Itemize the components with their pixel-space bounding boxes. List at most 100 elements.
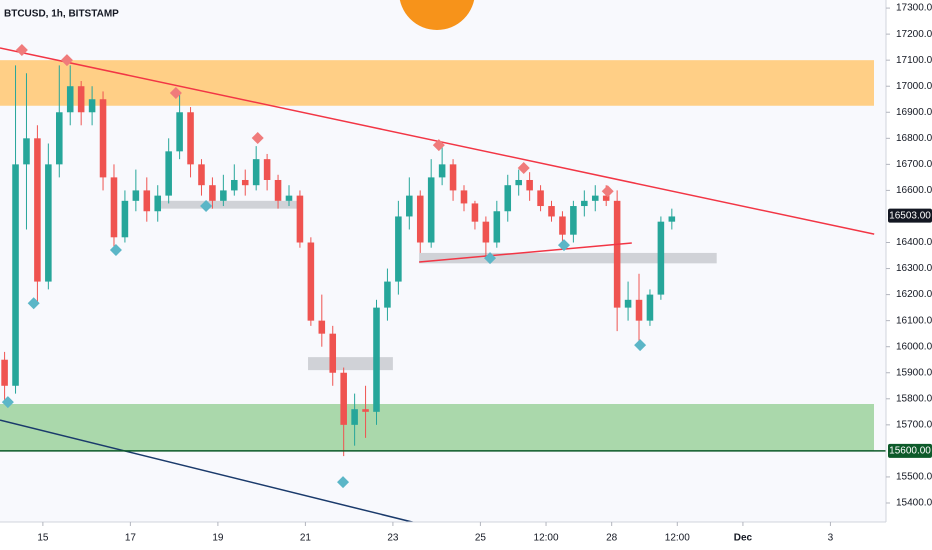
candle-body (646, 294, 654, 321)
candle-body (23, 138, 30, 165)
zone (0, 404, 874, 451)
candle-body (143, 190, 151, 212)
price-label-box (888, 443, 932, 458)
y-tick-label: 15800.00 (896, 393, 932, 404)
range-box (419, 252, 717, 264)
candle-body (416, 195, 424, 243)
plot-area (0, 44, 886, 526)
candle-body (121, 200, 129, 238)
signal-marker (557, 239, 570, 252)
candle-body (406, 195, 413, 217)
y-tick-label: 17100.00 (896, 55, 932, 66)
candle-body (548, 206, 555, 217)
candle-body (351, 409, 358, 425)
candle-body (296, 195, 304, 243)
candle-body (209, 185, 216, 201)
price-label: 15600.00 (889, 446, 931, 457)
y-tick-label: 16600.00 (896, 185, 932, 196)
candle-body (77, 86, 85, 113)
y-tick-label: 16700.00 (896, 159, 932, 170)
time-axis (0, 522, 886, 550)
candle-body (231, 179, 238, 191)
candle-body (373, 307, 380, 412)
candle-body (449, 164, 457, 191)
candle-body (88, 99, 96, 113)
candle-body (362, 409, 369, 412)
candle-body (220, 190, 227, 201)
candle-body (537, 190, 544, 207)
candle-body (482, 221, 490, 243)
signal-marker (27, 297, 40, 310)
x-tick-label: 21 (300, 533, 312, 544)
y-tick-label: 16300.00 (896, 263, 932, 274)
candle-body (241, 179, 249, 186)
logo (399, 0, 475, 30)
y-tick-label: 16400.00 (896, 237, 932, 248)
x-tick-label: 12:00 (665, 533, 690, 544)
price-axis (886, 0, 932, 550)
signal-marker (200, 200, 213, 213)
candle-body (318, 320, 326, 334)
candle-body (384, 281, 391, 308)
signal-marker (484, 252, 497, 265)
x-tick-label: 15 (37, 533, 49, 544)
x-tick-label: 12:00 (534, 533, 559, 544)
candle-body (559, 216, 566, 235)
signal-marker (169, 86, 182, 99)
candle-body (56, 112, 63, 165)
x-tick-label: Dec (734, 533, 753, 544)
candle-body (66, 86, 74, 113)
candle-body (438, 164, 446, 178)
candle-body (12, 164, 19, 386)
y-tick-label: 15900.00 (896, 367, 932, 378)
y-tick-label: 17000.00 (896, 81, 932, 92)
candle-body (165, 151, 172, 196)
candle-body (591, 195, 599, 201)
x-tick-label: 28 (606, 533, 618, 544)
candle-body (132, 190, 140, 201)
y-tick-label: 16000.00 (896, 341, 932, 352)
candle-body (460, 190, 468, 204)
candle-body (395, 216, 402, 282)
candle-body (99, 99, 107, 178)
signal-marker (337, 476, 350, 489)
x-tick-label: 19 (212, 533, 224, 544)
candle-body (34, 138, 41, 282)
candle-body (274, 179, 282, 201)
zone (0, 60, 874, 106)
signal-marker (517, 162, 530, 175)
y-tick-label: 17300.00 (896, 3, 932, 14)
candle-body (504, 185, 512, 212)
candle-body (340, 372, 347, 425)
candle-body (1, 359, 8, 386)
signal-marker (60, 54, 73, 67)
candle-body (657, 221, 665, 295)
candle-body (613, 200, 621, 308)
candle-body (515, 179, 522, 186)
trend-line (419, 242, 632, 263)
candle-body (493, 211, 501, 243)
signal-marker (109, 244, 122, 257)
signal-marker (634, 339, 647, 352)
candle-body (471, 203, 479, 222)
price-label-box (888, 208, 932, 223)
trend-line (0, 419, 426, 526)
x-tick-label: 3 (828, 533, 834, 544)
candle-body (602, 195, 610, 201)
x-tick-label: 23 (387, 533, 399, 544)
y-tick-label: 17200.00 (896, 29, 932, 40)
candle-body (668, 216, 676, 222)
candle-body (252, 159, 260, 186)
candle-body (285, 195, 293, 201)
y-tick-label: 15400.00 (896, 498, 932, 509)
y-tick-label: 16200.00 (896, 289, 932, 300)
x-tick-label: 17 (125, 533, 137, 544)
candle-body (635, 299, 643, 321)
chart-title: BTCUSD, 1h, BITSTAMP (4, 9, 119, 20)
candle-body (198, 164, 205, 186)
y-tick-label: 15700.00 (896, 419, 932, 430)
candle-body (427, 177, 435, 243)
candle-body (110, 177, 118, 238)
